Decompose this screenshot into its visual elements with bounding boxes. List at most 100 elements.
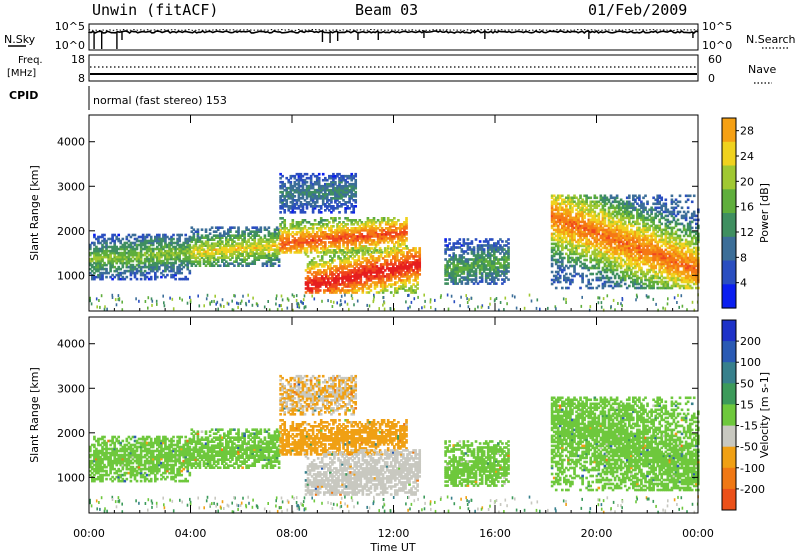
power-cell bbox=[344, 235, 347, 238]
power-cell bbox=[269, 246, 273, 249]
power-cell bbox=[306, 283, 310, 286]
power-cell bbox=[358, 231, 362, 234]
power-cell bbox=[249, 232, 253, 235]
power-cell bbox=[178, 251, 181, 255]
power-cell bbox=[235, 244, 238, 247]
power-cell bbox=[172, 247, 175, 251]
power-cell bbox=[160, 263, 163, 267]
power-cell bbox=[391, 225, 394, 228]
power-cell bbox=[331, 289, 334, 292]
power-cell bbox=[117, 275, 121, 279]
power-cell bbox=[251, 254, 255, 257]
power-cell bbox=[263, 262, 267, 265]
power-cell bbox=[389, 291, 393, 294]
power-cell bbox=[350, 251, 354, 254]
power-cell bbox=[378, 223, 382, 226]
power-cell bbox=[156, 275, 159, 279]
power-cell bbox=[151, 261, 155, 265]
power-cell bbox=[358, 219, 362, 222]
power-cell bbox=[255, 232, 259, 235]
power-cell bbox=[269, 240, 273, 243]
power-cell bbox=[295, 231, 299, 234]
power-cell bbox=[269, 262, 273, 265]
power-cell bbox=[293, 241, 297, 244]
power-cell bbox=[218, 248, 222, 251]
power-cell bbox=[347, 263, 350, 266]
power-cell bbox=[386, 227, 390, 230]
power-cell bbox=[139, 269, 143, 273]
power-cell bbox=[364, 245, 368, 248]
power-cell bbox=[277, 228, 281, 231]
power-cell bbox=[281, 227, 284, 230]
power-cell bbox=[235, 248, 238, 251]
power-cell bbox=[192, 260, 196, 263]
power-cell bbox=[245, 264, 248, 267]
power-cell bbox=[308, 261, 312, 264]
power-cell bbox=[105, 255, 108, 259]
power-cell bbox=[182, 245, 186, 249]
power-cell bbox=[95, 255, 98, 259]
power-cell bbox=[119, 257, 123, 261]
power-cell bbox=[99, 273, 102, 277]
power-cell bbox=[295, 251, 299, 254]
power-cell bbox=[109, 261, 112, 265]
power-cell bbox=[318, 279, 322, 282]
power-cell bbox=[336, 225, 339, 228]
power-cell bbox=[182, 259, 186, 263]
power-cell bbox=[111, 235, 114, 239]
power-cell bbox=[335, 291, 338, 294]
power-cell bbox=[91, 269, 94, 273]
power-cell bbox=[393, 217, 396, 220]
power-cell bbox=[97, 249, 100, 253]
power-cell bbox=[558, 274, 562, 278]
power-cell bbox=[164, 253, 167, 257]
power-cell bbox=[162, 263, 165, 267]
power-cell bbox=[218, 250, 222, 253]
power-cell bbox=[342, 221, 345, 224]
power-cell bbox=[223, 230, 226, 233]
power-cell bbox=[384, 223, 388, 226]
power-cell bbox=[295, 225, 299, 228]
power-cell bbox=[212, 248, 216, 251]
power-cell bbox=[287, 249, 291, 252]
power-cell bbox=[319, 247, 323, 250]
power-cell bbox=[137, 251, 141, 255]
power-cell bbox=[253, 232, 257, 235]
power-cell bbox=[401, 237, 404, 240]
power-cell bbox=[184, 233, 188, 237]
power-cell bbox=[357, 287, 361, 290]
power-cell bbox=[334, 180, 337, 184]
power-cell bbox=[347, 285, 350, 288]
power-cell bbox=[277, 248, 281, 251]
power-cell bbox=[129, 243, 133, 247]
power-cell bbox=[145, 239, 149, 243]
power-cell bbox=[149, 253, 153, 257]
power-cell bbox=[170, 265, 173, 269]
power-cell bbox=[164, 243, 167, 247]
power-cell bbox=[401, 225, 404, 228]
power-cell bbox=[311, 225, 315, 228]
power-cell bbox=[388, 239, 392, 242]
power-cell bbox=[353, 263, 357, 266]
power-cell bbox=[366, 241, 370, 244]
power-cell bbox=[308, 289, 312, 292]
power-cell bbox=[180, 277, 184, 281]
power-cell bbox=[324, 249, 327, 252]
power-cell bbox=[312, 283, 316, 286]
power-cell bbox=[329, 273, 332, 276]
power-cell bbox=[121, 243, 125, 247]
power-cell bbox=[271, 234, 275, 237]
power-cell bbox=[182, 277, 186, 281]
nave-tick-bottom: 0 bbox=[708, 72, 715, 85]
power-cell bbox=[337, 255, 340, 258]
power-cell bbox=[416, 287, 419, 290]
power-cell bbox=[285, 227, 289, 230]
power-cell bbox=[235, 250, 238, 253]
power-cell bbox=[388, 237, 392, 240]
power-cell bbox=[137, 263, 141, 267]
power-cell bbox=[184, 241, 188, 245]
power-cell bbox=[147, 239, 151, 243]
power-cell bbox=[204, 260, 208, 263]
power-cell bbox=[196, 252, 200, 255]
power-cell bbox=[247, 234, 250, 237]
